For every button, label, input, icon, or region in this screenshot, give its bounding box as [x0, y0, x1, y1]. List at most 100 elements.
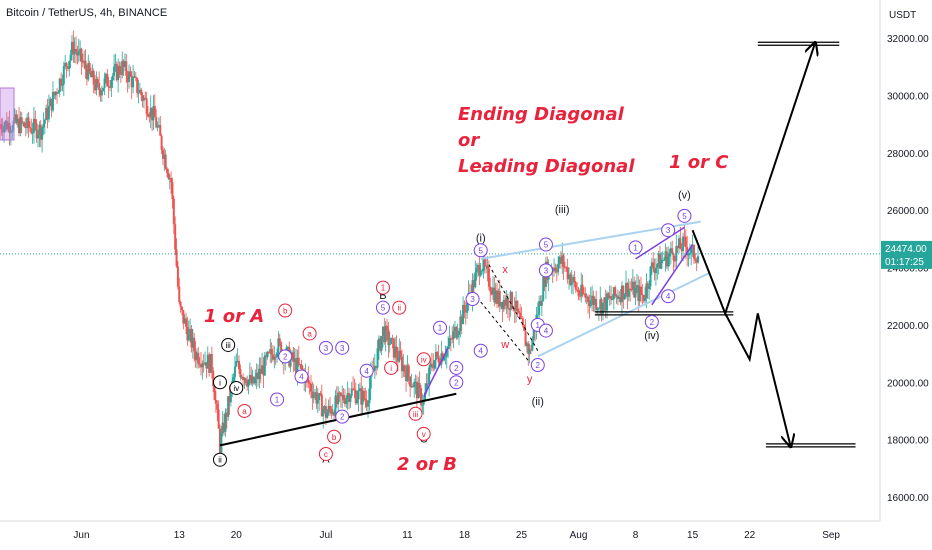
candle-body: [335, 395, 338, 405]
candle-body: [189, 328, 192, 331]
candle-body: [299, 364, 302, 366]
candle-body: [16, 118, 19, 124]
annotation-or: or: [458, 130, 480, 151]
candle-body: [634, 287, 637, 298]
wave-label: (i): [476, 233, 486, 245]
candle-body: [656, 264, 659, 268]
candle-body: [277, 338, 280, 353]
candle-body: [563, 267, 566, 269]
candle-body: [686, 246, 689, 256]
candle-body: [532, 329, 535, 340]
candle-body: [147, 114, 150, 117]
candle-body: [345, 397, 348, 404]
candle-body: [627, 288, 630, 297]
candle-body: [130, 75, 133, 88]
candle-body: [577, 290, 580, 296]
candle-body: [440, 353, 443, 365]
y-tick-label: 20000.00: [887, 378, 929, 389]
candle-body: [554, 267, 557, 271]
x-tick-label: 20: [231, 530, 243, 541]
candle-body: [136, 78, 139, 93]
candle-body: [460, 316, 463, 325]
candle-body: [56, 91, 59, 94]
x-tick-label: Jul: [320, 530, 333, 541]
candle-body: [348, 393, 351, 403]
x-tick-label: 22: [744, 530, 756, 541]
candle-body: [688, 253, 691, 255]
wave-label-circled-purple: 5: [682, 212, 687, 221]
candle-body: [463, 304, 466, 311]
candle-body: [51, 91, 54, 111]
candle-body: [458, 330, 461, 336]
candle-body: [73, 49, 76, 55]
wave-label-circled-red: a: [242, 407, 247, 416]
wave-label-red: w: [500, 339, 509, 351]
candle-body: [581, 284, 584, 294]
candle-body: [441, 353, 444, 361]
candle-body: [659, 253, 661, 269]
candle-body: [356, 399, 359, 404]
candle-body: [319, 393, 322, 395]
candle-body: [529, 349, 532, 351]
candle-body: [266, 352, 269, 358]
candle-body: [128, 71, 131, 82]
candle-body: [452, 331, 455, 340]
candle-body: [309, 383, 312, 392]
candle-body: [611, 299, 614, 301]
wave-label-circled-purple-circle: [677, 208, 692, 223]
candle-body: [98, 83, 101, 91]
candle-body: [172, 199, 175, 225]
candle-body: [170, 177, 173, 183]
candle-body: [265, 355, 268, 358]
wave-label-circled-purple: 3: [340, 344, 345, 353]
candle-body: [483, 258, 486, 267]
projection-up-path: [691, 44, 815, 317]
candle-body: [392, 338, 395, 358]
candle-body: [592, 295, 595, 305]
candle-body: [365, 400, 368, 407]
candle-body: [164, 154, 167, 169]
candle-body: [479, 271, 482, 276]
candle-body: [103, 78, 106, 88]
candle-body: [240, 376, 243, 378]
wave-label-circled-purple-circle: [433, 320, 447, 335]
candle-body: [557, 263, 560, 273]
candle-body: [471, 280, 474, 300]
x-tick-label: 18: [459, 530, 471, 541]
wave-label-circled-purple: 4: [479, 347, 484, 356]
wave-label-circled-purple-circle: [449, 360, 464, 375]
wave-label-circled-purple-circle: [375, 300, 390, 315]
candle-body: [559, 257, 562, 264]
candle-body: [350, 388, 353, 396]
candle-body: [149, 107, 152, 118]
wave-label-circled-purple-circle: [473, 343, 488, 358]
candle-body: [542, 277, 545, 301]
candle-body: [646, 283, 649, 289]
candle-body: [516, 300, 519, 311]
candle-body: [276, 352, 279, 358]
annotation-1-or-a: 1 or A: [204, 306, 264, 327]
candle-body: [243, 378, 246, 381]
wave-label: (v): [678, 190, 691, 202]
candle-body: [50, 98, 53, 111]
candle-body: [201, 363, 204, 368]
candle-body: [219, 428, 221, 453]
candle-body: [451, 338, 454, 340]
candle-body: [521, 318, 524, 326]
candle-body: [491, 287, 494, 295]
wave-label-circled-red: b: [332, 433, 337, 442]
candle-body: [15, 114, 18, 124]
candle-body: [444, 356, 447, 358]
candle-body: [429, 363, 432, 368]
candle-body: [411, 385, 414, 388]
candle-body: [683, 236, 686, 238]
candle-body: [263, 355, 266, 376]
candle-body: [443, 357, 446, 361]
wave-label-circled-purple: 5: [479, 246, 484, 255]
candle-body: [462, 304, 465, 325]
highlight-box: [0, 87, 15, 141]
candle-body: [684, 237, 687, 247]
wave-label-circled-purple: 4: [666, 292, 671, 301]
candle-body: [384, 325, 387, 343]
